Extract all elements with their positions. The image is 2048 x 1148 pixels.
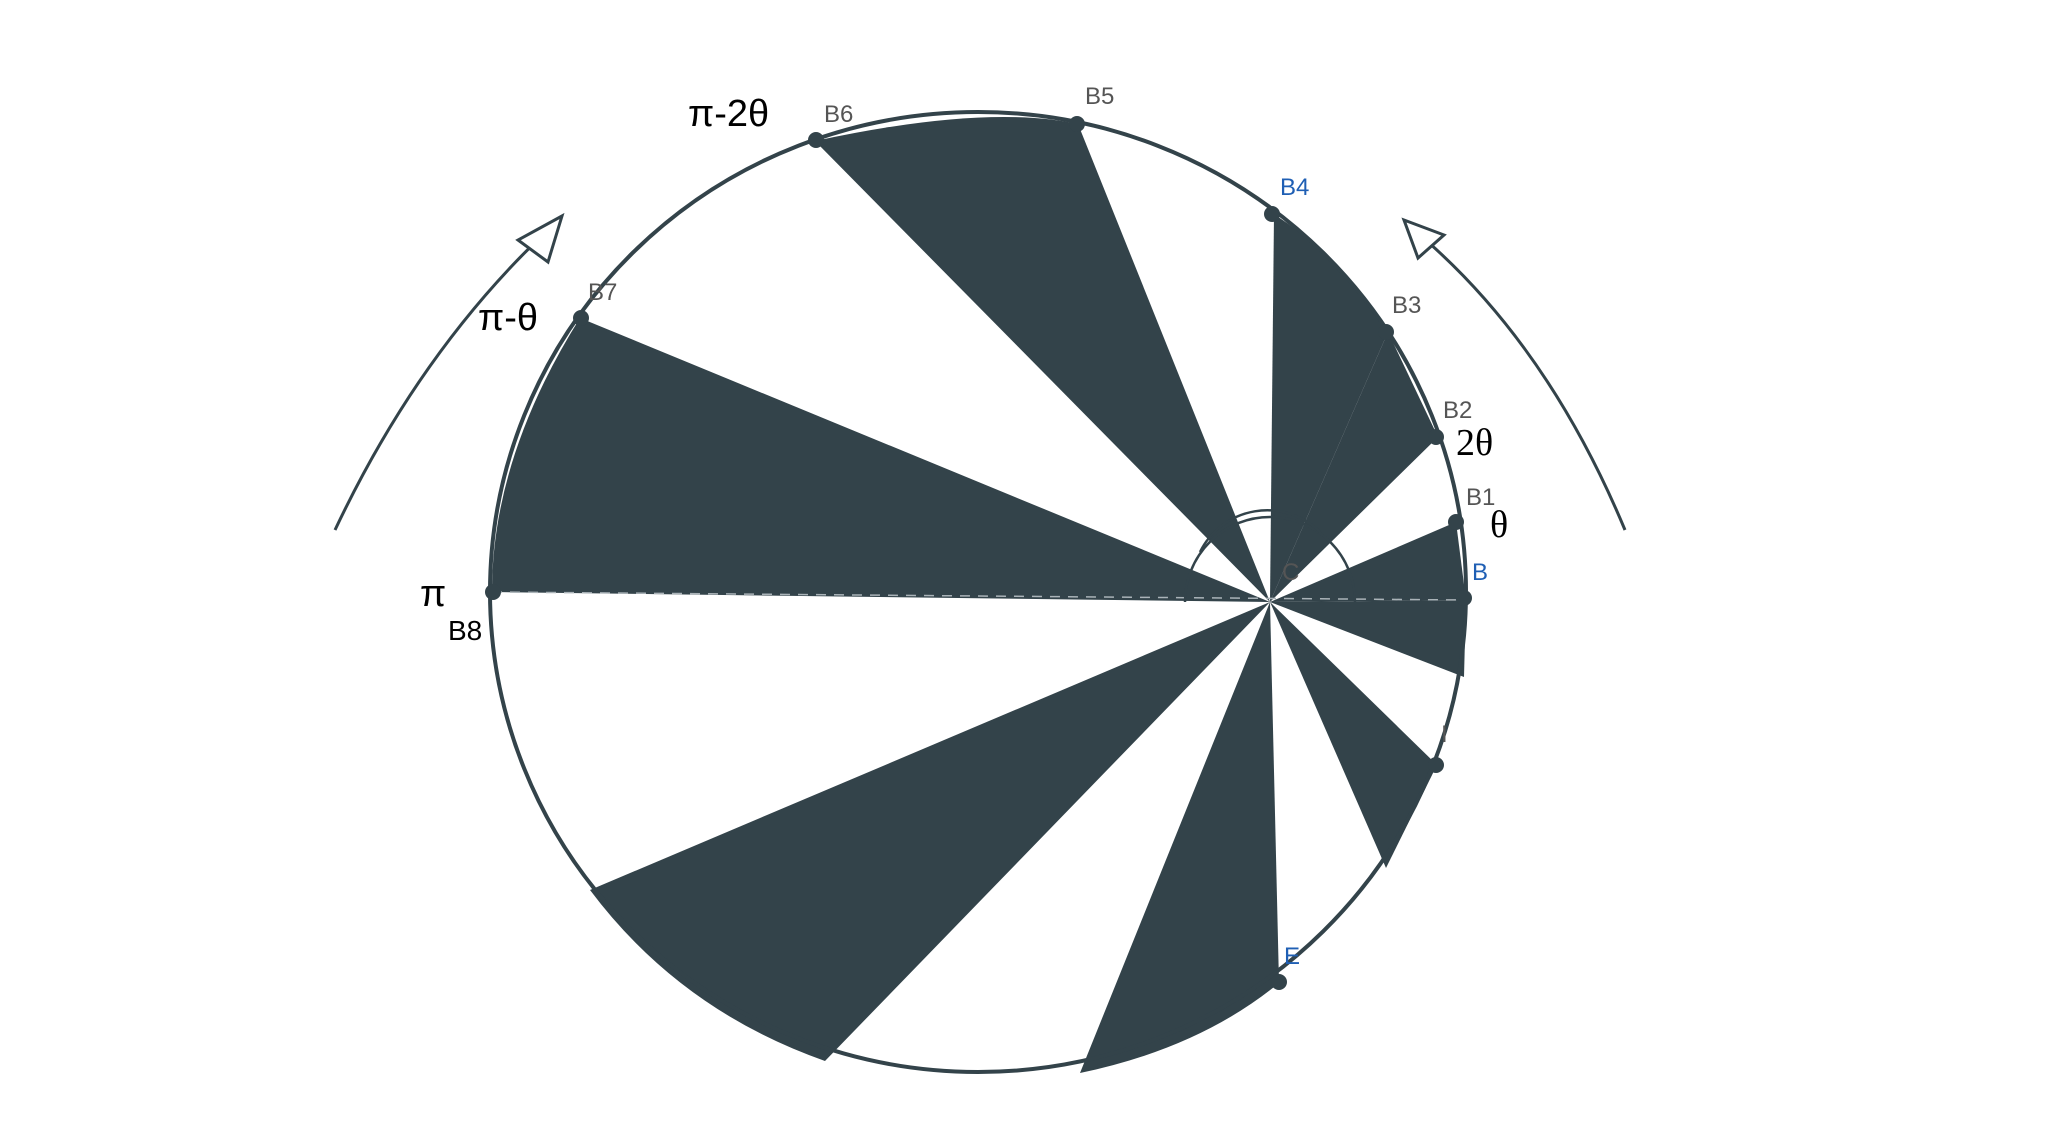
label-pi-minus-two-theta: π-2θ — [688, 93, 769, 135]
arrow-right-arc — [1427, 240, 1627, 531]
point-b3 — [1378, 324, 1394, 340]
label-e: E — [1284, 943, 1300, 970]
sector-b-b1 — [1270, 522, 1466, 602]
arrow-left-head-icon — [515, 212, 565, 265]
label-c: C — [1282, 559, 1299, 586]
sector-lower-big — [590, 602, 1270, 1061]
label-b7: B7 — [588, 279, 617, 306]
dashed-diameter — [491, 591, 1467, 601]
lower-sectors — [590, 600, 1466, 1073]
sector-b7-b8 — [492, 318, 1270, 602]
point-b — [1456, 590, 1472, 606]
label-b6: B6 — [824, 101, 853, 128]
sector-b2-b3 — [1270, 332, 1438, 602]
sector-b5-b6 — [815, 116, 1270, 602]
label-b1: B1 — [1466, 484, 1495, 511]
upper-sectors — [492, 116, 1466, 602]
angle-arcs — [1183, 509, 1357, 603]
label-b5: B5 — [1085, 83, 1114, 110]
circle-points — [485, 116, 1472, 990]
sector-lower-2 — [1270, 602, 1437, 868]
label-b3: B3 — [1392, 292, 1421, 319]
label-b4: B4 — [1280, 174, 1309, 201]
point-b4 — [1264, 206, 1280, 222]
sector-lower-e — [1080, 602, 1279, 1073]
label-two-theta: 2θ — [1456, 422, 1493, 464]
point-e — [1271, 974, 1287, 990]
label-pi-minus-theta: π-θ — [478, 297, 538, 339]
arrow-left-arc — [333, 228, 550, 531]
arrow-right-head-icon — [1401, 217, 1447, 261]
point-i — [1428, 757, 1444, 773]
point-b7 — [573, 310, 589, 326]
label-i: I — [1441, 721, 1448, 748]
sector-lower-1 — [1270, 600, 1466, 677]
label-b: B — [1472, 559, 1488, 586]
point-b8 — [485, 584, 501, 600]
sector-b4-b3 — [1270, 214, 1388, 602]
point-b5 — [1069, 116, 1085, 132]
label-pi: π — [420, 573, 446, 615]
label-b8: B8 — [448, 615, 482, 646]
label-theta: θ — [1490, 504, 1508, 546]
rotation-arrows — [333, 212, 1627, 531]
point-b1 — [1448, 514, 1464, 530]
label-b2: B2 — [1443, 397, 1472, 424]
point-b6 — [808, 132, 824, 148]
point-b2 — [1428, 429, 1444, 445]
